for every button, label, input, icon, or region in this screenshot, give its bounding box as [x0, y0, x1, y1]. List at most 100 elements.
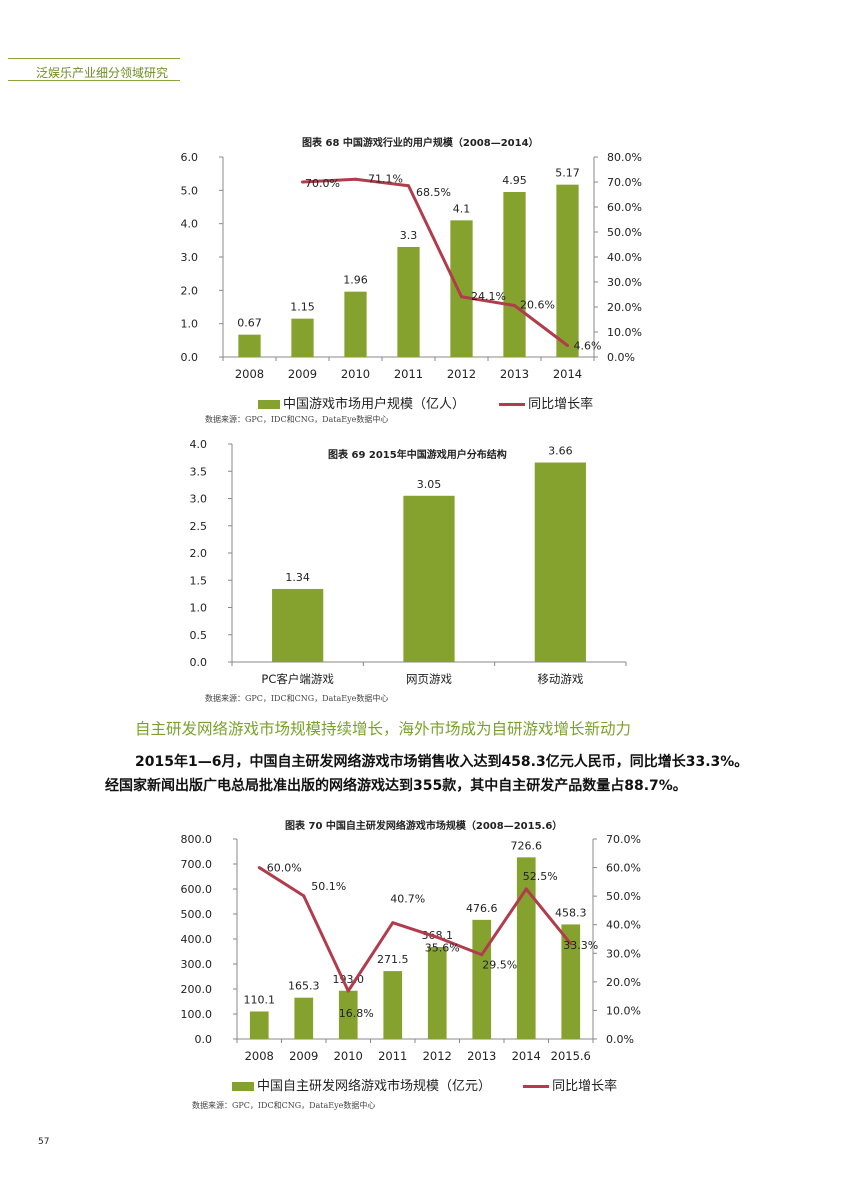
legend-item-growth: 同比增长率	[523, 1075, 617, 1094]
chart-68-title: 图表 68 中国游戏行业的用户规模（2008—2014）	[302, 138, 539, 149]
legend-label-market: 中国自主研发网络游戏市场规模（亿元）	[257, 1079, 492, 1094]
x-tick-label: 网页游戏	[406, 672, 452, 686]
growth-rate-point	[257, 866, 261, 870]
y-tick-label-right: 10.0%	[606, 1004, 641, 1017]
y-tick-label-right: 60.0%	[606, 862, 641, 875]
chart-69-title: 图表 69 2015年中国游戏用户分布结构	[328, 450, 507, 461]
legend-line-swatch	[499, 403, 526, 406]
growth-rate-label: 60.0%	[267, 862, 302, 875]
legend-label-growth: 同比增长率	[552, 1079, 618, 1094]
chart-70-source: 数据来源：GPC，IDC和CNG，DataEye数据中心	[192, 1101, 376, 1110]
chart-68-source: 数据来源：GPC，IDC和CNG，DataEye数据中心	[205, 415, 389, 424]
growth-rate-point	[480, 953, 484, 957]
bar-data-label: 368.1	[422, 929, 454, 942]
x-tick-label: 2014	[553, 367, 582, 381]
header-title: 泛娱乐产业细分领域研究	[36, 66, 169, 80]
y-tick-label-right: 60.0%	[607, 201, 642, 214]
y-tick-label-left: 5.0	[181, 184, 199, 197]
growth-rate-label: 68.5%	[416, 186, 451, 199]
bar	[403, 495, 455, 662]
chart-68: 0.0 1.0 2.0 3.0 4.0 5.0 6.0 0.0% 10.0% 20.0% 30.0%…	[181, 151, 642, 381]
chart-70: 0.0 100.0 200.0 300.0 400.0 500.0 600.0 700.0 80…	[181, 833, 641, 1063]
y-tick-label-right: 50.0%	[606, 890, 641, 903]
x-tick-label: 2010	[334, 1049, 363, 1063]
y-tick-label-left: 300.0	[181, 958, 213, 971]
bar-data-label: 4.1	[453, 202, 471, 215]
legend-bar-swatch	[232, 1082, 254, 1091]
legend-item-growth: 同比增长率	[499, 393, 593, 412]
chart-69: 0.0 0.5 1.0 1.5 2.0 2.5 3.0 3.5 4.0 PC客户端游戏 网页游戏 移动…	[190, 438, 627, 686]
header-rule-bottom	[8, 80, 180, 81]
y-tick-label-left: 0.0	[181, 351, 199, 364]
bar	[238, 334, 261, 357]
x-tick-label: 2008	[245, 1049, 274, 1063]
chart-70-legend: 中国自主研发网络游戏市场规模（亿元） 同比增长率	[232, 1075, 617, 1094]
x-tick-label: 2009	[289, 1049, 318, 1063]
y-tick-label-left: 1.0	[181, 318, 199, 331]
bar	[383, 971, 403, 1039]
y-tick-label-left: 0.0	[195, 1033, 213, 1046]
x-tick-label: 2011	[378, 1049, 407, 1063]
growth-rate-point	[435, 935, 439, 939]
growth-rate-label: 70.0%	[305, 177, 340, 190]
x-tick-label: 2013	[467, 1049, 496, 1063]
x-tick-label: 2012	[423, 1049, 452, 1063]
y-tick-label-right: 0.0%	[607, 351, 635, 364]
y-tick-label-left: 400.0	[181, 933, 213, 946]
y-tick-label-left: 4.0	[190, 438, 208, 451]
growth-rate-point	[569, 942, 573, 946]
x-tick-label: 2014	[512, 1049, 541, 1063]
y-tick-label-right: 20.0%	[607, 301, 642, 314]
y-tick-label-right: 20.0%	[606, 976, 641, 989]
growth-rate-label: 52.5%	[523, 870, 558, 883]
y-tick-label-right: 30.0%	[607, 276, 642, 289]
growth-rate-point	[460, 295, 463, 299]
bar	[556, 184, 579, 357]
bar-data-label: 271.5	[377, 953, 409, 966]
bar-data-label: 476.6	[466, 902, 498, 915]
bar-data-label: 165.3	[288, 980, 320, 993]
y-tick-label-left: 700.0	[181, 858, 213, 871]
y-tick-label-right: 30.0%	[606, 947, 641, 960]
y-tick-label-left: 0.5	[190, 629, 208, 642]
bar-data-label: 1.96	[343, 274, 368, 287]
bar-data-label: 4.95	[502, 174, 527, 187]
y-tick-label-left: 3.0	[181, 251, 199, 264]
growth-rate-label: 50.1%	[311, 880, 346, 893]
y-tick-label-left: 600.0	[181, 883, 213, 896]
y-tick-label-right: 0.0%	[606, 1033, 634, 1046]
growth-rate-label: 24.1%	[471, 290, 506, 303]
bar	[516, 857, 536, 1039]
legend-item-users: 中国游戏市场用户规模（亿人）	[258, 393, 465, 412]
paragraph-line-2: 经国家新闻出版广电总局批准出版的网络游戏达到355款，其中自主研发产品数量占88…	[105, 778, 687, 794]
x-tick-label: 2010	[341, 367, 370, 381]
x-tick-label: 2009	[288, 367, 317, 381]
y-tick-label-left: 3.5	[190, 465, 208, 478]
growth-rate-point	[302, 894, 306, 898]
x-tick-label: 2013	[500, 367, 529, 381]
bar	[534, 462, 586, 662]
growth-rate-point	[407, 184, 410, 188]
chart-70-title: 图表 70 中国自主研发网络游戏市场规模（2008—2015.6）	[285, 821, 563, 832]
section-heading: 自主研发网络游戏市场规模持续增长，海外市场成为自研游戏增长新动力	[135, 720, 632, 738]
legend-label-users: 中国游戏市场用户规模（亿人）	[283, 397, 466, 412]
y-tick-label-right: 10.0%	[607, 326, 642, 339]
growth-rate-point	[346, 989, 350, 993]
bar	[249, 1011, 269, 1039]
y-tick-label-left: 2.0	[181, 284, 199, 297]
legend-bar-swatch	[258, 400, 280, 409]
growth-rate-label: 4.6%	[574, 340, 602, 353]
y-tick-label-right: 50.0%	[607, 226, 642, 239]
growth-rate-point	[354, 177, 357, 181]
y-tick-label-left: 500.0	[181, 908, 213, 921]
x-tick-label: 2008	[235, 367, 264, 381]
y-tick-label-right: 40.0%	[606, 919, 641, 932]
bar-data-label: 3.05	[417, 478, 442, 491]
x-tick-label: 移动游戏	[537, 672, 583, 686]
growth-rate-point	[301, 180, 304, 184]
growth-rate-label: 33.3%	[563, 939, 598, 952]
growth-rate-label: 40.7%	[390, 893, 425, 906]
x-tick-label: 2012	[447, 367, 476, 381]
growth-rate-point	[391, 921, 395, 925]
growth-rate-label: 71.1%	[368, 172, 403, 185]
